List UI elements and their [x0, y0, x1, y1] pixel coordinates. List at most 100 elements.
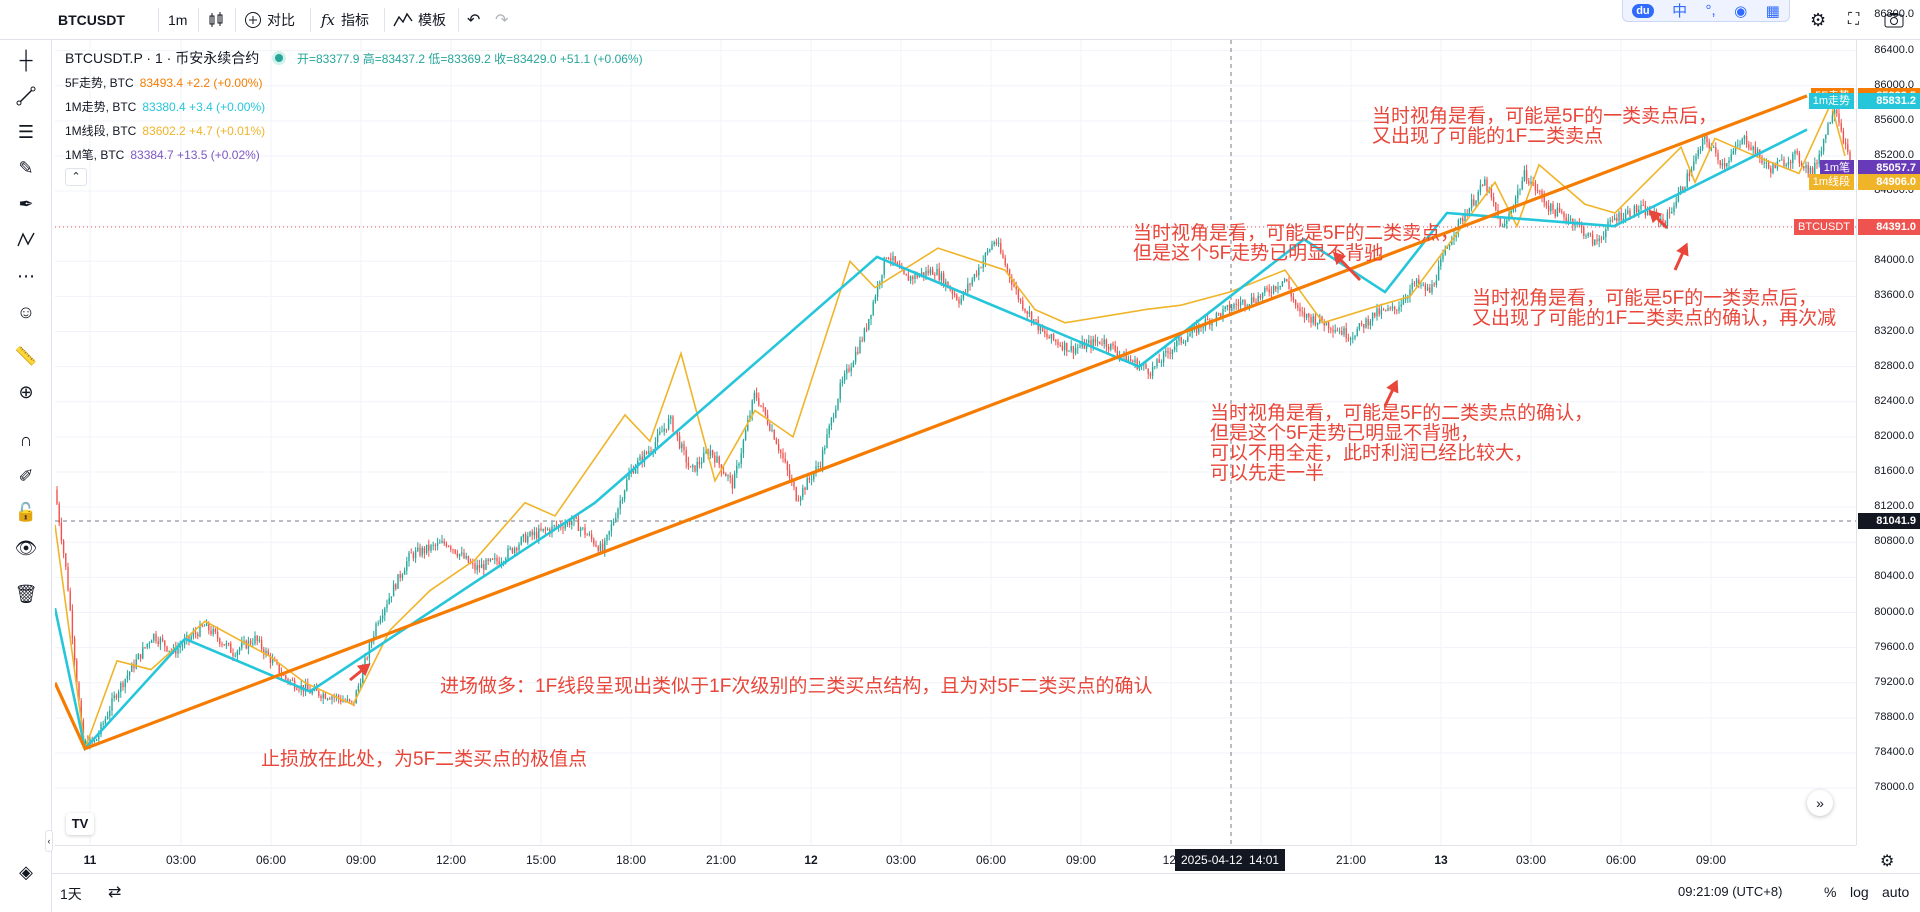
annotation-sell-1f[interactable]: 当时视角是看，可能是5F的一类卖点后， 又出现了可能的1F二类卖点 [1372, 107, 1717, 147]
sidebar-toggle[interactable]: ‹ [45, 830, 53, 852]
candle-body [562, 527, 564, 529]
chart-canvas[interactable] [55, 40, 1856, 845]
candle-body [1613, 217, 1616, 221]
crosshair-icon: ┼ [19, 49, 33, 70]
fib-tool[interactable]: ☰ [12, 118, 40, 146]
auto-toggle[interactable]: auto [1882, 884, 1909, 900]
price-scale[interactable]: 86800.0 86400.0 86000.0 85600.0 85200.0 84800… [1794, 8, 1920, 845]
chart-pane[interactable]: BTCUSDT.P · 1 · 币安永续合约 开=83377.9 高=83437… [55, 40, 1856, 845]
prediction-tool[interactable]: ⋯ [12, 262, 40, 290]
annotation-sell-5f[interactable]: 当时视角是看，可能是5F的二类卖点， 但是这个5F走势已明显不背驰 [1133, 224, 1459, 264]
candle-body [568, 521, 571, 526]
indicators-button[interactable]: fx 指标 [321, 0, 369, 40]
time-scale[interactable]: 11 03:00 06:00 09:00 12:00 15:00 18:00 21:00 12 0… [55, 845, 1856, 873]
candle-body [1162, 352, 1165, 363]
chinese-mode-icon[interactable]: 中 [1672, 3, 1688, 20]
symbol-search[interactable]: BTCUSDT [58, 0, 158, 40]
templates-button[interactable]: 模板 [393, 0, 446, 40]
candle-body [742, 440, 745, 454]
brush-tool[interactable]: ✎ [12, 154, 40, 182]
candle-body [447, 546, 450, 547]
candle-body [626, 479, 628, 491]
candle-body [307, 683, 309, 690]
scroll-to-realtime-button[interactable]: » [1807, 790, 1833, 816]
lock-tool[interactable]: 🔓 [12, 498, 40, 526]
redo-button[interactable]: ↷ [495, 0, 508, 40]
measure-tool[interactable]: 📏 [12, 342, 40, 370]
candle-body [1334, 330, 1336, 332]
chart-type-button[interactable] [207, 0, 225, 40]
legend-collapse-button[interactable]: ⌃ [65, 168, 87, 186]
candle-body [586, 534, 588, 536]
baidu-icon[interactable]: du [1632, 3, 1654, 18]
candle-body [1820, 151, 1823, 155]
candle-body [872, 301, 874, 315]
candle-body [1816, 162, 1818, 164]
annotation-sell-confirm[interactable]: 当时视角是看，可能是5F的一类卖点后， 又出现了可能的1F二类卖点的确认，再次减 [1472, 289, 1836, 329]
legend-row-value: 83602.2 +4.7 (+0.01%) [142, 124, 266, 138]
clock-label[interactable]: 09:21:09 (UTC+8) [1678, 884, 1782, 899]
legend-row[interactable]: 1M走势, BTC 83380.4 +3.4 (+0.00%) [65, 98, 265, 115]
percent-toggle[interactable]: % [1824, 884, 1836, 900]
object-tree-button[interactable]: ◈ [12, 858, 40, 886]
candle-body [1371, 312, 1374, 322]
undo-button[interactable]: ↶ [467, 0, 480, 40]
candle-body [544, 528, 547, 530]
emoji-tool[interactable]: ☺ [12, 298, 40, 326]
candle-body [496, 558, 498, 562]
magnet-tool[interactable]: ∩ [12, 426, 40, 454]
settings-button[interactable]: ⚙ [1810, 0, 1826, 40]
candle-body [144, 647, 146, 648]
candle-body [1662, 218, 1664, 222]
scale-settings-button[interactable]: ⚙ [1880, 851, 1894, 871]
interval-button[interactable]: 1m [168, 0, 187, 40]
visibility-tool[interactable]: 👁 [12, 534, 40, 562]
snapshot-button[interactable] [1884, 0, 1904, 40]
candle-body [1286, 279, 1288, 282]
prediction-icon: ⋯ [17, 265, 35, 286]
candle-body [1198, 324, 1200, 333]
candle-body [698, 462, 701, 464]
candle-body [1079, 346, 1081, 348]
tradingview-logo[interactable]: TV [66, 813, 94, 835]
trendline-tool[interactable] [12, 82, 40, 110]
candle-body [122, 682, 124, 688]
log-toggle[interactable]: log [1850, 884, 1869, 900]
candle-body [254, 635, 256, 644]
annotation-stop-loss[interactable]: 止损放在此处，为5F二类买点的极值点 [261, 750, 587, 770]
grid-icon[interactable]: ▦ [1765, 2, 1780, 20]
candle-body [445, 543, 448, 547]
candle-body [1543, 196, 1545, 203]
fullscreen-button[interactable]: ⛶ [1848, 0, 1859, 40]
pen-tool[interactable]: ✒ [12, 190, 40, 218]
time-label: 09:00 [345, 853, 377, 867]
candle-body [956, 295, 958, 300]
time-label: 21:00 [1335, 853, 1367, 867]
candle-body [1413, 282, 1416, 284]
goto-date-button[interactable]: ⇄ [108, 882, 121, 902]
trash-icon: 🗑 [14, 583, 38, 604]
stay-drawing-tool[interactable]: ✐ [12, 462, 40, 490]
candle-body [1523, 170, 1526, 181]
pattern-tool[interactable] [12, 226, 40, 254]
punctuation-icon[interactable]: °, [1705, 2, 1716, 19]
candle-body [188, 635, 190, 640]
crosshair-tool[interactable]: ┼ [12, 46, 40, 74]
annotation-half-exit[interactable]: 当时视角是看，可能是5F的二类卖点的确认， 但是这个5F走势已明显不背驰， 可以… [1210, 404, 1593, 484]
legend-row-value: 83493.4 +2.2 (+0.00%) [139, 76, 263, 90]
annotation-entry[interactable]: 进场做多：1F线段呈现出类似于1F次级别的三类买点结构，且为对5F二类买点的确认 [440, 677, 1153, 697]
legend-row[interactable]: 1M线段, BTC 83602.2 +4.7 (+0.01%) [65, 122, 265, 139]
compare-button[interactable]: 对比 [244, 0, 295, 40]
delete-tool[interactable]: 🗑 [12, 580, 40, 608]
candle-body [379, 618, 382, 624]
range-button[interactable]: 1天 [60, 884, 82, 904]
candle-body [1512, 207, 1515, 212]
candle-body [337, 695, 340, 699]
candle-body [1112, 343, 1114, 346]
candle-body [1686, 173, 1688, 188]
legend-row[interactable]: 5F走势, BTC 83493.4 +2.2 (+0.00%) [65, 74, 262, 91]
candle-body [564, 524, 566, 529]
zoom-tool[interactable]: ⊕ [12, 378, 40, 406]
legend-row[interactable]: 1M笔, BTC 83384.7 +13.5 (+0.02%) [65, 146, 260, 163]
avatar-icon[interactable]: ◉ [1734, 2, 1748, 20]
